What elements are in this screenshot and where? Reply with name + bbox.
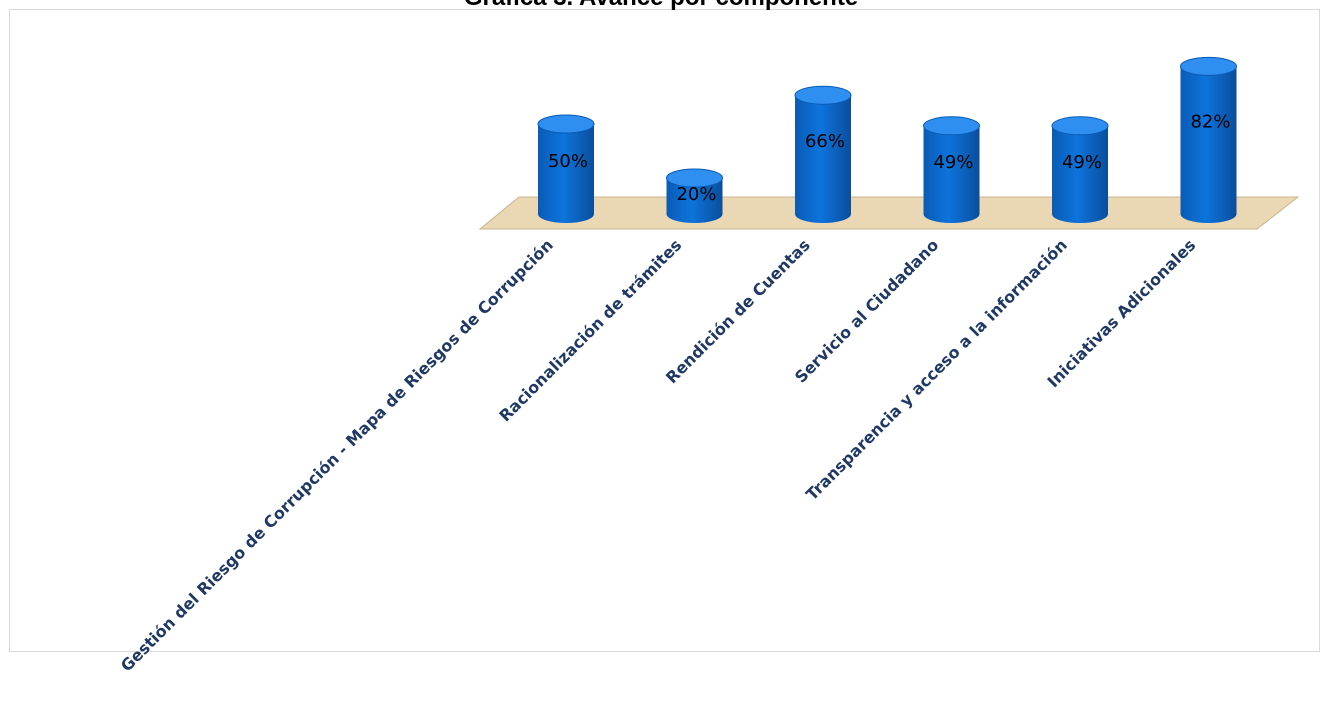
bar-top <box>923 116 980 136</box>
bar-1 <box>537 114 595 223</box>
chart-floor <box>478 196 1300 230</box>
bar-top <box>666 168 723 188</box>
data-label: 20% <box>676 184 716 205</box>
bar-body <box>538 124 594 223</box>
bar-body <box>1180 66 1237 224</box>
data-label: 49% <box>1062 152 1102 173</box>
bar-4 <box>923 116 980 223</box>
chart-title: Grafica 3. Avance por componente <box>0 0 1322 12</box>
data-label: 49% <box>933 152 973 173</box>
category-label: Servicio al Ciudadano <box>791 235 942 386</box>
bar-top <box>1180 56 1237 76</box>
bar-body <box>666 178 723 223</box>
bar-3 <box>794 85 852 223</box>
data-label: 82% <box>1190 112 1230 133</box>
category-label: Rendición de Cuentas <box>662 235 814 387</box>
data-label: 50% <box>548 151 588 172</box>
bar-body <box>795 95 851 223</box>
category-label: Transparencia y acceso a la información <box>802 235 1071 504</box>
bar-5 <box>1051 116 1109 223</box>
bar-top <box>1051 116 1109 136</box>
bar-top <box>794 85 852 105</box>
bar-6 <box>1180 56 1237 224</box>
data-label: 66% <box>805 131 845 152</box>
category-label: Iniciativas Adicionales <box>1043 235 1199 391</box>
chart-frame <box>9 9 1320 652</box>
bar-top <box>537 114 595 134</box>
bar-body <box>923 125 980 223</box>
bar-2 <box>666 168 723 223</box>
bar-body <box>1052 125 1108 223</box>
category-label: Gestión del Riesgo de Corrupción - Mapa … <box>117 235 557 675</box>
